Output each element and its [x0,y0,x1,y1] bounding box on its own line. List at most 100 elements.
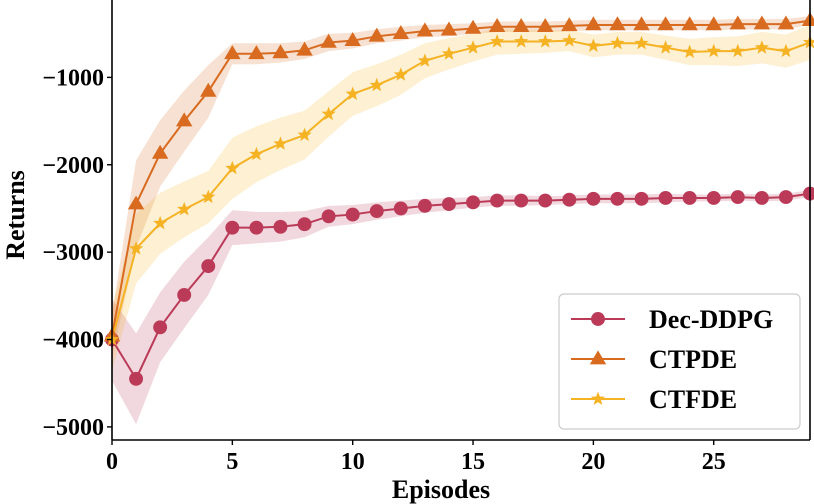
x-axis-label: Episodes [392,475,490,504]
dec-ddpg-point [610,191,625,206]
ctfde-point [153,215,168,230]
dec-ddpg-point [706,191,721,205]
legend-box [558,293,801,430]
ctfde-point [249,146,264,161]
ctpde-point [248,45,265,60]
ctpde-point [585,16,602,31]
ctfde-point [321,106,336,121]
ctfde-point [177,201,192,216]
ctfde-point [297,127,312,142]
ctfde-point [754,40,769,54]
ctfde-point [514,34,529,48]
dec-ddpg-point [369,204,384,219]
ctpde-point [224,45,241,60]
ctpde-point [344,32,361,47]
ctpde-point [175,112,193,127]
ctfde-point [417,53,432,67]
ctpde-point [488,18,506,33]
ctpde-legend-marker [589,350,607,365]
x-tick-label: 15 [461,449,485,475]
ctpde-point [561,17,578,32]
x-tick-label: 20 [581,449,605,475]
ctpde-point [537,18,554,33]
ctpde-point [392,25,410,40]
y-tick-label: −3000 [42,240,104,266]
y-axis-label: Returns [1,170,30,260]
ctfde-point [225,160,240,175]
ctpde-point [464,19,482,34]
ctfde-point [682,44,697,59]
dec-ddpg-point [321,209,336,224]
ctfde-point [201,189,216,204]
series-markers [103,11,814,386]
ctpde-point [777,15,795,30]
ctfde-point [128,241,144,255]
ctpde-point [801,11,814,26]
dec-ddpg-point [177,287,192,302]
ctpde-point [753,15,771,30]
ctfde-point [586,38,601,52]
y-tick-label: −2000 [42,153,104,179]
ctpde-point [151,144,169,159]
ctfde-point [658,40,673,54]
ctfde-point [778,43,794,58]
dec-ddpg-point [562,192,577,207]
ctpde-point [705,16,722,31]
ctpde-point [512,18,530,33]
ctfde-point [441,46,457,60]
ctpde-point [272,44,289,59]
ctfde-point [393,67,408,81]
legend: Dec-DDPG CTPDE CTFDE [558,293,801,430]
ctpde-point [681,16,698,31]
dec-ddpg-point [153,320,168,335]
dec-ddpg-point [682,191,697,205]
dec-ddpg-point [297,217,312,232]
dec-ddpg-point [803,186,814,201]
dec-ddpg-point [393,201,408,216]
dec-ddpg-point [442,197,456,212]
ctfde-legend-label: CTFDE [649,385,737,414]
dec-ddpg-point [345,207,360,222]
dec-ddpg-point [730,190,745,205]
ctpde-point [729,15,747,30]
ctpde-point [368,27,385,42]
ctpde-point [127,195,145,210]
y-tick-label: −4000 [42,328,104,354]
ctpde-point [200,82,217,97]
dec-ddpg-point [466,195,480,210]
ctpde-point [633,16,650,31]
dec-ddpg-legend-label: Dec-DDPG [649,305,773,334]
ctpde-point [296,41,313,56]
dec-ddpg-point [129,371,144,386]
ctfde-point [634,35,649,50]
ctfde-point [345,86,360,100]
ctfde-point [706,43,721,58]
ctpde-legend-label: CTPDE [649,345,737,374]
dec-ddpg-point [634,191,649,206]
dec-ddpg-legend-marker [591,312,605,326]
confidence-bands [112,16,810,425]
ctfde-band [112,24,810,371]
dec-ddpg-point [586,191,601,206]
ctpde-point [440,21,458,36]
y-tick-label: −1000 [42,65,104,91]
ctfde-point [273,136,288,150]
ctpde-point [657,16,674,31]
dec-ddpg-point [249,220,264,235]
x-tick-label: 10 [341,449,365,475]
ctpde-point [416,22,434,37]
ctpde-point [320,33,337,48]
x-tick-label: 0 [106,449,118,475]
dec-ddpg-point [514,193,529,208]
x-tick-label: 5 [226,449,238,475]
ctfde-point [562,33,577,47]
dec-ddpg-point [778,190,793,205]
ctfde-point [538,34,553,48]
dec-ddpg-point [538,193,553,208]
ctfde-point [802,34,814,49]
ctpde-point [609,16,626,31]
ctfde-point [610,35,625,50]
ctfde-point [465,40,481,54]
ctfde-point [490,34,505,48]
